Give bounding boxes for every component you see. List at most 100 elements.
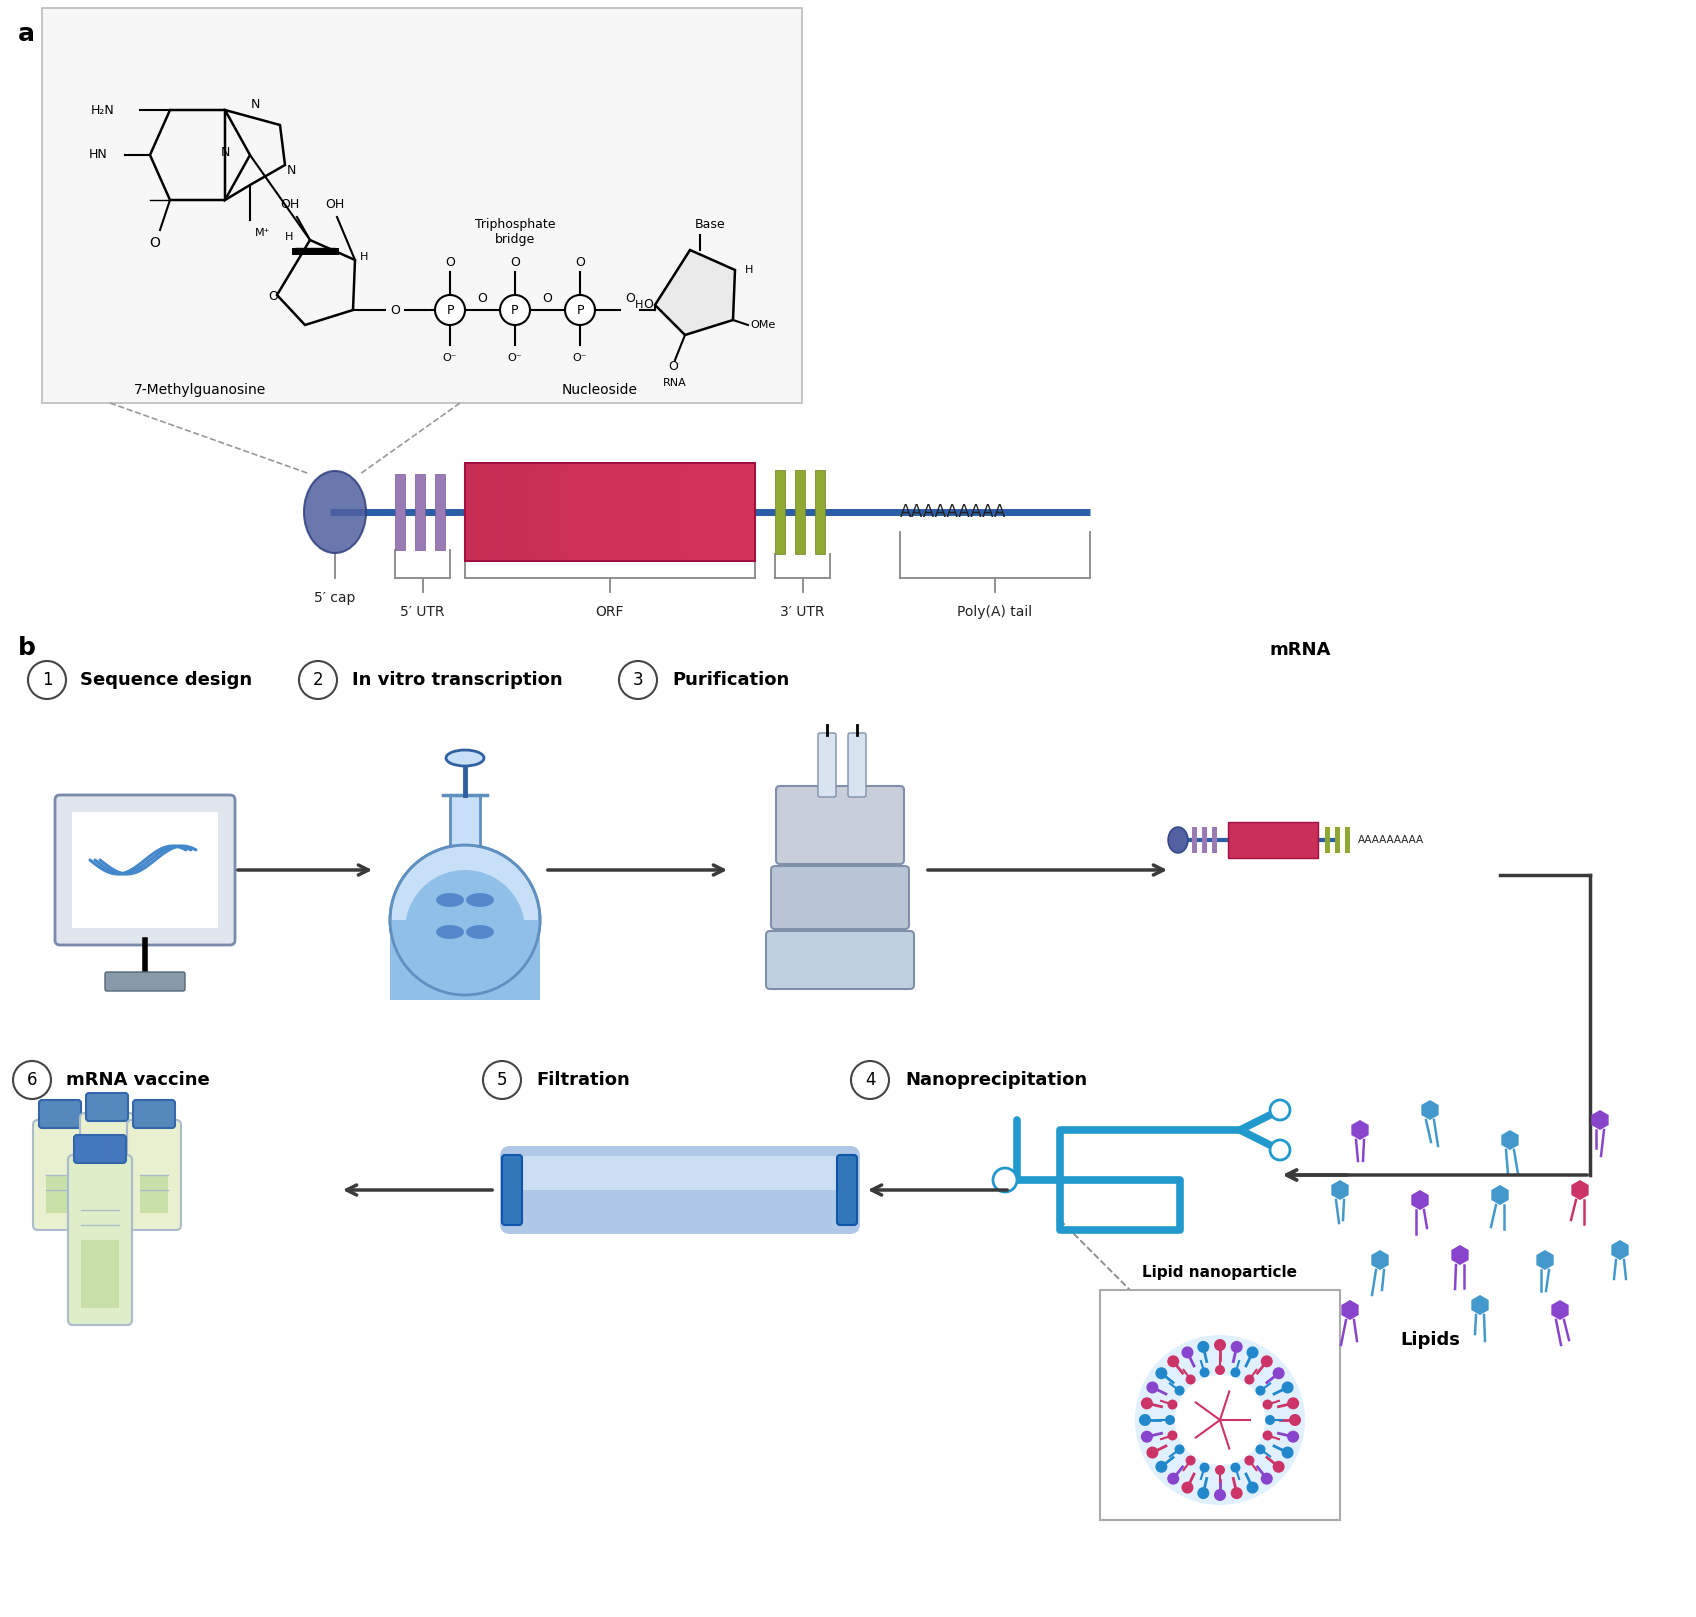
Bar: [485, 462, 495, 561]
Circle shape: [1175, 1444, 1184, 1454]
Bar: [465, 462, 475, 561]
FancyBboxPatch shape: [75, 1135, 126, 1163]
Circle shape: [1214, 1365, 1225, 1374]
Circle shape: [1165, 1415, 1175, 1425]
Circle shape: [1214, 1465, 1225, 1475]
Bar: [658, 462, 668, 561]
Bar: [678, 462, 689, 561]
Bar: [687, 462, 699, 561]
Polygon shape: [1452, 1245, 1469, 1264]
Circle shape: [1182, 1347, 1194, 1358]
FancyBboxPatch shape: [1101, 1290, 1340, 1520]
Circle shape: [1272, 1368, 1284, 1379]
Ellipse shape: [436, 925, 465, 939]
Polygon shape: [655, 251, 734, 335]
Bar: [390, 920, 539, 999]
Circle shape: [1186, 1374, 1196, 1384]
Polygon shape: [1411, 1190, 1428, 1210]
Polygon shape: [1501, 1130, 1518, 1150]
Text: O: O: [390, 304, 400, 317]
Bar: [736, 462, 746, 561]
Circle shape: [1255, 1386, 1265, 1395]
Circle shape: [1155, 1460, 1167, 1473]
Bar: [1202, 826, 1208, 854]
Circle shape: [1255, 1444, 1265, 1454]
Circle shape: [1199, 1462, 1209, 1473]
Text: 3′ UTR: 3′ UTR: [780, 605, 824, 619]
Text: O: O: [575, 255, 585, 268]
Circle shape: [1141, 1431, 1153, 1442]
Text: O: O: [268, 291, 278, 304]
Ellipse shape: [436, 893, 465, 907]
Text: 4: 4: [865, 1070, 875, 1088]
Text: P: P: [577, 304, 583, 317]
Circle shape: [1135, 1336, 1304, 1505]
Text: O⁻: O⁻: [443, 353, 458, 362]
Bar: [619, 462, 631, 561]
Circle shape: [1146, 1381, 1158, 1394]
Text: O: O: [543, 291, 551, 304]
Circle shape: [434, 294, 465, 325]
Text: O⁻: O⁻: [573, 353, 587, 362]
Text: OH: OH: [326, 199, 344, 212]
Polygon shape: [1537, 1250, 1554, 1269]
Bar: [668, 462, 678, 561]
Text: 1: 1: [42, 671, 53, 689]
Bar: [434, 474, 444, 550]
Bar: [514, 462, 524, 561]
FancyBboxPatch shape: [80, 1112, 134, 1227]
Text: N: N: [251, 99, 259, 112]
Text: H₂N: H₂N: [92, 103, 115, 116]
FancyBboxPatch shape: [838, 1155, 856, 1226]
Circle shape: [1231, 1462, 1240, 1473]
Polygon shape: [1342, 1300, 1358, 1319]
Text: O: O: [510, 255, 521, 268]
Circle shape: [1231, 1488, 1243, 1499]
Circle shape: [1167, 1355, 1179, 1368]
Circle shape: [1260, 1355, 1272, 1368]
Text: 3: 3: [633, 671, 643, 689]
Bar: [561, 462, 572, 561]
Circle shape: [1167, 1431, 1177, 1441]
Polygon shape: [1570, 1180, 1589, 1200]
Text: O: O: [643, 299, 653, 312]
Bar: [600, 462, 611, 561]
Circle shape: [1231, 1340, 1243, 1353]
Ellipse shape: [466, 893, 494, 907]
Text: mRNA: mRNA: [1269, 640, 1331, 660]
Polygon shape: [1331, 1180, 1348, 1200]
Bar: [1345, 826, 1350, 854]
Bar: [543, 462, 553, 561]
Circle shape: [1175, 1374, 1265, 1465]
Circle shape: [1167, 1400, 1177, 1410]
Ellipse shape: [1169, 826, 1187, 854]
Text: Sequence design: Sequence design: [80, 671, 253, 689]
FancyBboxPatch shape: [516, 1156, 845, 1190]
Circle shape: [405, 870, 526, 990]
Text: N: N: [220, 147, 229, 160]
Bar: [1213, 826, 1218, 854]
Circle shape: [1247, 1347, 1258, 1358]
Text: M⁺: M⁺: [254, 228, 270, 238]
Text: OH: OH: [280, 199, 300, 212]
FancyBboxPatch shape: [777, 786, 904, 863]
Circle shape: [1265, 1415, 1275, 1425]
Text: N: N: [287, 163, 297, 176]
Bar: [494, 462, 505, 561]
Bar: [504, 462, 514, 561]
Bar: [816, 471, 824, 555]
Circle shape: [1270, 1140, 1291, 1159]
FancyBboxPatch shape: [39, 1100, 81, 1129]
Text: In vitro transcription: In vitro transcription: [353, 671, 563, 689]
Circle shape: [14, 1061, 51, 1100]
Text: H: H: [745, 265, 753, 275]
Text: P: P: [446, 304, 455, 317]
Text: P: P: [510, 304, 519, 317]
Bar: [745, 462, 756, 561]
Bar: [1325, 826, 1330, 854]
Circle shape: [500, 294, 529, 325]
FancyBboxPatch shape: [86, 1093, 127, 1121]
Ellipse shape: [304, 471, 366, 553]
Bar: [551, 462, 563, 561]
Circle shape: [1214, 1489, 1226, 1501]
